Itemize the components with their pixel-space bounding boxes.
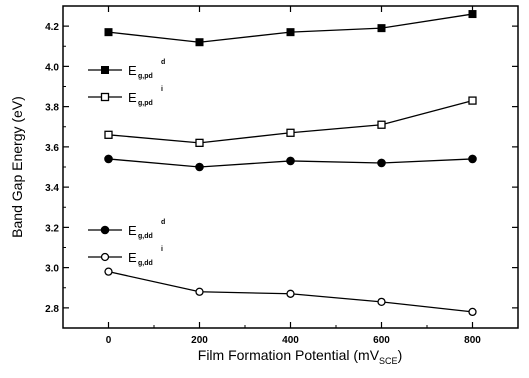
legend-label-main: E bbox=[128, 250, 137, 265]
x-axis-title-main: Film Formation Potential (mV bbox=[198, 347, 380, 363]
series-0 bbox=[104, 10, 477, 47]
x-tick-label: 400 bbox=[282, 335, 299, 346]
legend-label-sup: d bbox=[161, 59, 165, 66]
data-point bbox=[195, 138, 204, 148]
data-point bbox=[468, 10, 477, 19]
legend-label-main: E bbox=[128, 90, 137, 105]
data-point bbox=[468, 96, 477, 105]
data-point bbox=[468, 307, 477, 317]
x-axis-title-end: ) bbox=[398, 347, 403, 363]
y-tick-label: 4.0 bbox=[45, 62, 59, 73]
x-axis-title-sub: SCE bbox=[379, 356, 398, 366]
data-point bbox=[286, 289, 295, 298]
legend-label-sub: g,pd bbox=[138, 73, 153, 80]
plot-frame bbox=[62, 5, 519, 329]
series-1 bbox=[104, 96, 477, 148]
legend-label-sup: i bbox=[161, 246, 163, 253]
series-2 bbox=[104, 154, 477, 172]
legend-marker bbox=[101, 66, 109, 74]
data-point bbox=[286, 128, 295, 137]
series-line bbox=[108, 13, 473, 43]
data-point bbox=[468, 154, 477, 164]
y-axis-title: Band Gap Energy (eV) bbox=[9, 96, 25, 238]
y-tick-label: 3.8 bbox=[45, 103, 59, 114]
data-point bbox=[104, 267, 113, 276]
data-point bbox=[377, 120, 386, 129]
legend-label-sub: g,dd bbox=[138, 260, 153, 267]
legend-label-sub: g,dd bbox=[138, 233, 153, 240]
x-tick-label: 0 bbox=[106, 335, 112, 346]
data-point bbox=[104, 28, 113, 37]
legend-marker bbox=[100, 225, 110, 235]
legend-label-main: E bbox=[128, 63, 137, 78]
legend-label-sup: i bbox=[161, 86, 163, 93]
x-tick-label: 600 bbox=[373, 335, 390, 346]
y-tick-label: 2.8 bbox=[45, 304, 59, 315]
data-point bbox=[377, 297, 386, 306]
data-point bbox=[377, 24, 386, 33]
data-point bbox=[286, 28, 295, 37]
y-tick-label: 4.2 bbox=[45, 22, 59, 33]
y-ticks: 2.8 3.0 3.2 3.4 3.6 3.8 4.0 4.2 bbox=[45, 5, 518, 329]
data-point bbox=[195, 162, 204, 172]
series-layer bbox=[104, 10, 477, 317]
x-tick-label: 200 bbox=[191, 335, 208, 346]
legend-label-sup: d bbox=[161, 219, 165, 226]
data-point bbox=[377, 158, 386, 168]
legend-label-sub: g,pd bbox=[138, 100, 153, 107]
x-tick-label: 800 bbox=[464, 335, 481, 346]
y-tick-label: 3.0 bbox=[45, 264, 59, 275]
series-3 bbox=[104, 267, 477, 317]
data-point bbox=[195, 287, 204, 296]
y-tick-label: 3.2 bbox=[45, 223, 59, 234]
legend-marker bbox=[100, 252, 110, 262]
legend-label-main: E bbox=[128, 223, 137, 238]
data-point bbox=[195, 38, 204, 47]
y-tick-label: 3.6 bbox=[45, 143, 59, 154]
data-point bbox=[104, 130, 113, 139]
data-point bbox=[286, 156, 295, 166]
data-point bbox=[104, 154, 113, 164]
x-axis-title: Film Formation Potential (mVSCE) bbox=[198, 347, 402, 366]
y-tick-label: 3.4 bbox=[45, 183, 59, 194]
legend-marker bbox=[100, 92, 110, 102]
